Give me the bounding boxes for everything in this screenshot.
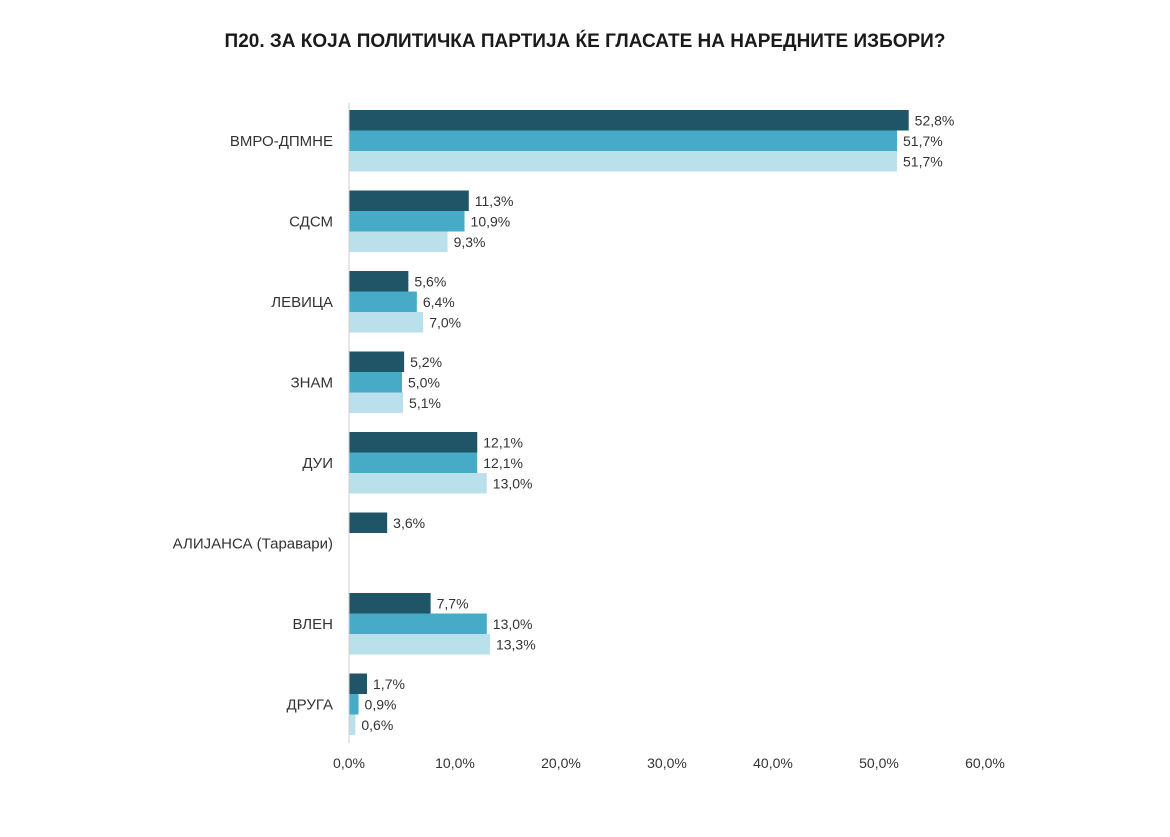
x-tick-label: 0,0%: [333, 755, 365, 771]
bar: [349, 694, 359, 715]
category-label: ЗНАМ: [291, 374, 333, 391]
data-label: 5,0%: [408, 374, 440, 390]
x-tick-label: 30,0%: [647, 755, 687, 771]
bar: [349, 392, 404, 413]
bar: [349, 512, 388, 533]
bar: [349, 613, 487, 634]
bar: [349, 452, 478, 473]
bar: [349, 151, 898, 172]
data-label: 12,1%: [483, 455, 523, 471]
data-label: 9,3%: [454, 234, 486, 250]
bar: [349, 634, 490, 655]
bar: [349, 231, 448, 252]
bar: [349, 211, 465, 232]
bar: [349, 291, 417, 312]
bar: [349, 593, 431, 614]
bar: [349, 351, 405, 372]
bar: [349, 432, 478, 453]
bar: [349, 673, 368, 694]
data-label: 13,0%: [493, 475, 533, 491]
category-label: ЛЕВИЦА: [271, 294, 333, 311]
category-label: СДСМ: [289, 213, 333, 230]
data-label: 1,7%: [373, 676, 405, 692]
data-label: 5,2%: [410, 354, 442, 370]
category-label: АЛИЈАНСА (Таравари): [173, 535, 333, 552]
data-label: 6,4%: [423, 294, 455, 310]
x-tick-label: 20,0%: [541, 755, 581, 771]
x-tick-label: 40,0%: [753, 755, 793, 771]
data-label: 12,1%: [483, 434, 523, 450]
x-tick-label: 50,0%: [859, 755, 899, 771]
data-label: 11,3%: [475, 193, 514, 209]
data-label: 7,0%: [429, 314, 461, 330]
category-label: ДРУГА: [287, 696, 334, 713]
data-label: 13,3%: [496, 636, 536, 652]
data-label: 10,9%: [471, 213, 511, 229]
data-label: 3,6%: [393, 515, 425, 531]
data-label: 0,9%: [365, 696, 397, 712]
bar: [349, 312, 424, 333]
x-tick-label: 10,0%: [435, 755, 475, 771]
bar: [349, 110, 909, 131]
bar: [349, 372, 402, 393]
bar: [349, 473, 487, 494]
bar: [349, 271, 409, 292]
x-tick-label: 60,0%: [965, 755, 1005, 771]
data-label: 5,1%: [409, 395, 441, 411]
data-label: 51,7%: [903, 133, 943, 149]
bar: [349, 130, 898, 151]
data-label: 7,7%: [437, 595, 469, 611]
chart-title: П20. ЗА КОЈА ПОЛИТИЧКА ПАРТИЈА ЌЕ ГЛАСАТ…: [224, 31, 946, 52]
category-label: ВМРО-ДПМНЕ: [230, 133, 333, 150]
data-label: 52,8%: [915, 112, 955, 128]
data-label: 5,6%: [414, 273, 446, 289]
data-label: 13,0%: [493, 616, 533, 632]
category-label: ВЛЕН: [292, 616, 333, 633]
category-label: ДУИ: [302, 455, 333, 472]
bar: [349, 714, 356, 735]
data-label: 51,7%: [903, 153, 943, 169]
data-label: 0,6%: [361, 717, 393, 733]
bar: [349, 190, 469, 211]
